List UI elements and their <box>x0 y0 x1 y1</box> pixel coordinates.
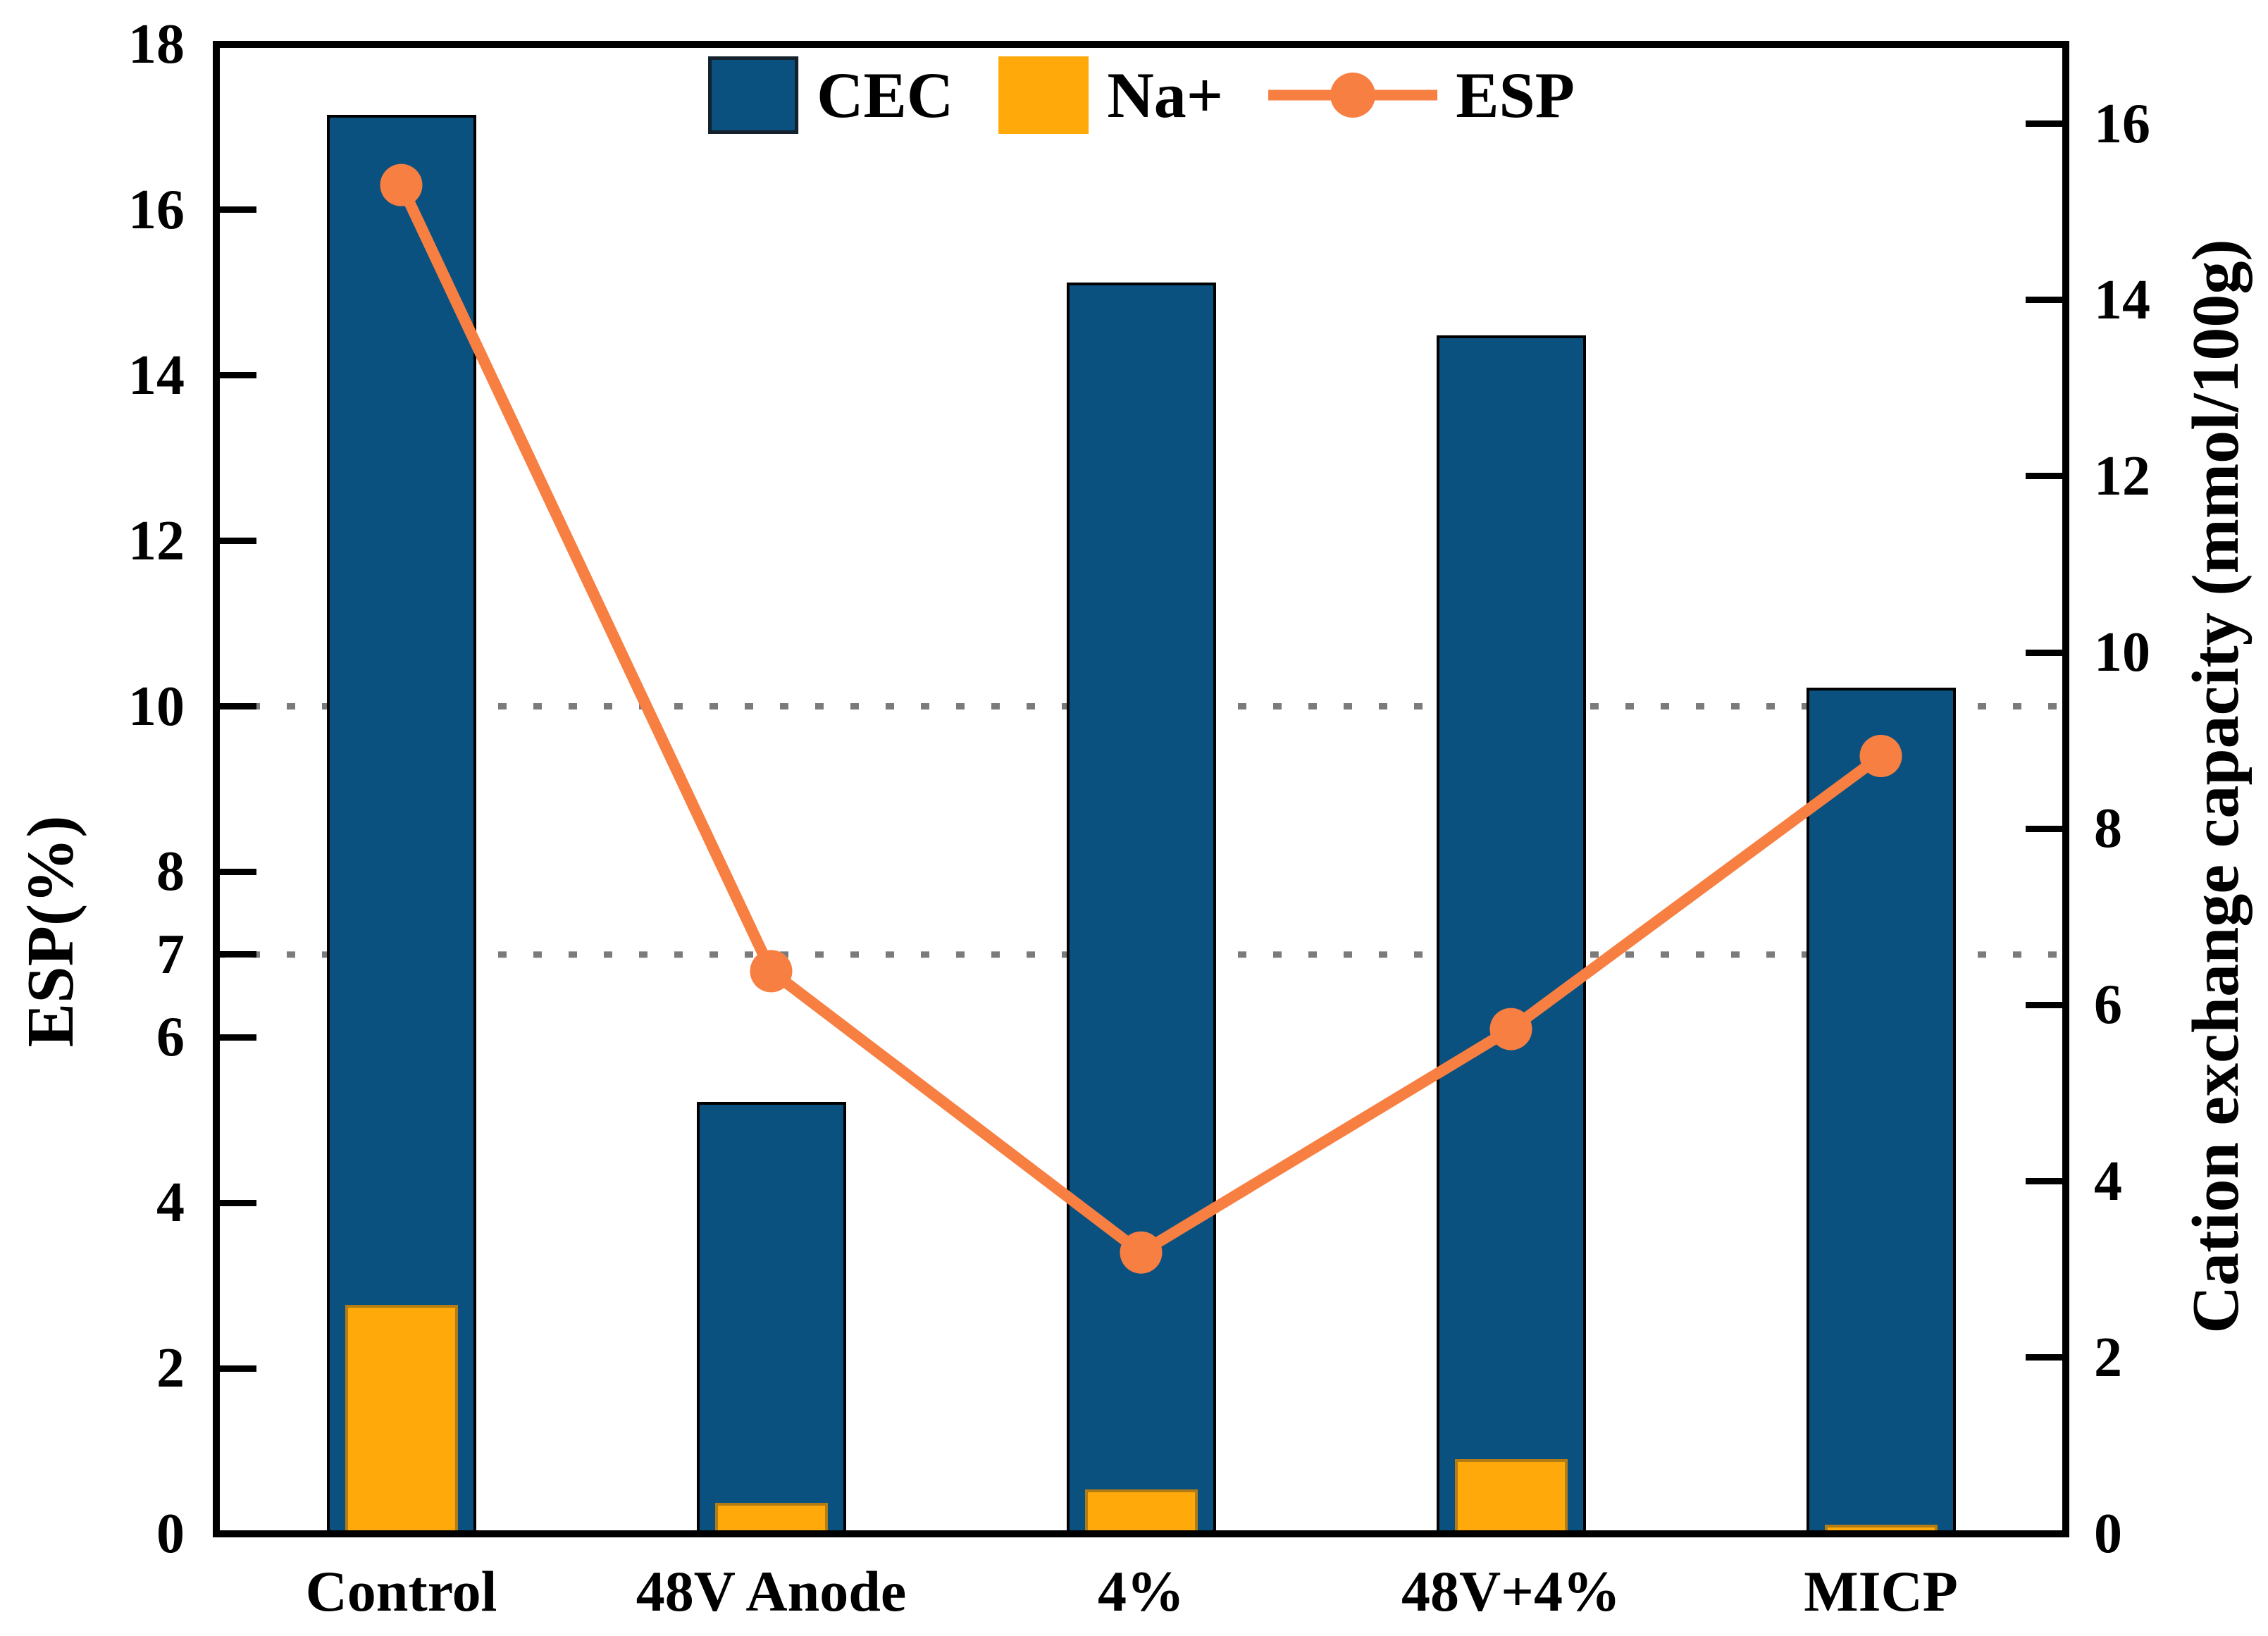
left-tick-10 <box>220 703 256 710</box>
right-tick-16 <box>2026 120 2062 128</box>
x-category-label: 48V Anode <box>636 1559 907 1623</box>
left-tick-8 <box>220 868 256 875</box>
left-tick-12 <box>220 538 256 545</box>
esp-marker-48V Anode <box>750 950 793 993</box>
na-bar-48V+4% <box>1454 1458 1568 1534</box>
esp-marker-48V+4% <box>1489 1008 1532 1051</box>
esp-line-icon <box>1268 56 1438 134</box>
left-tick-label-2: 2 <box>156 1337 185 1400</box>
left-tick-2 <box>220 1365 256 1372</box>
left-tick-label-16: 16 <box>128 178 185 241</box>
left-tick-18 <box>220 41 256 48</box>
esp-marker-4% <box>1120 1231 1163 1274</box>
x-category-label: 48V+4% <box>1401 1559 1621 1623</box>
legend-item-na: Na+ <box>998 56 1223 134</box>
right-tick-6 <box>2026 1001 2062 1008</box>
left-tick-0 <box>220 1530 256 1537</box>
left-tick-label-12: 12 <box>128 509 185 572</box>
left-tick-14 <box>220 372 256 379</box>
right-tick-label-12: 12 <box>2094 445 2150 507</box>
legend-label-na: Na+ <box>1107 59 1224 131</box>
right-tick-2 <box>2026 1354 2062 1361</box>
left-tick-label-4: 4 <box>156 1172 185 1234</box>
right-tick-0 <box>2026 1530 2062 1537</box>
left-tick-label-10: 10 <box>128 675 185 738</box>
esp-marker-Control <box>380 163 423 206</box>
left-tick-7 <box>220 951 256 958</box>
right-tick-label-6: 6 <box>2094 974 2122 1036</box>
cec-bar-MICP <box>1806 688 1956 1534</box>
esp-marker-sample <box>1330 73 1376 118</box>
esp-marker-MICP <box>1859 735 1902 778</box>
esp-line <box>396 182 1885 1260</box>
right-tick-label-8: 8 <box>2094 798 2122 860</box>
legend-label-esp: ESP <box>1456 59 1575 131</box>
right-tick-label-16: 16 <box>2094 92 2150 155</box>
left-tick-label-18: 18 <box>128 13 185 75</box>
right-tick-14 <box>2026 297 2062 304</box>
cec-bar-Control <box>326 115 476 1534</box>
legend: CEC Na+ ESP <box>708 56 1575 134</box>
right-tick-label-10: 10 <box>2094 621 2150 684</box>
x-category-label: Control <box>305 1559 497 1623</box>
right-tick-4 <box>2026 1178 2062 1185</box>
x-category-label: MICP <box>1804 1559 1958 1623</box>
legend-item-esp: ESP <box>1268 56 1575 134</box>
legend-item-cec: CEC <box>708 56 953 134</box>
left-tick-4 <box>220 1199 256 1206</box>
left-tick-label-8: 8 <box>156 841 185 903</box>
legend-label-cec: CEC <box>817 59 954 131</box>
cec-bar-48V Anode <box>696 1102 846 1534</box>
left-tick-label-0: 0 <box>156 1503 185 1565</box>
x-category-label: 4% <box>1098 1559 1184 1623</box>
cec-bar-4% <box>1066 282 1216 1534</box>
right-tick-label-4: 4 <box>2094 1150 2122 1213</box>
right-tick-10 <box>2026 649 2062 656</box>
cec-swatch-icon <box>708 56 799 134</box>
left-tick-label-14: 14 <box>128 344 185 407</box>
right-tick-label-2: 2 <box>2094 1326 2122 1389</box>
right-tick-12 <box>2026 473 2062 480</box>
left-tick-label-7: 7 <box>156 923 185 986</box>
right-tick-8 <box>2026 825 2062 832</box>
right-tick-label-0: 0 <box>2094 1503 2122 1565</box>
na-swatch-icon <box>998 56 1089 134</box>
left-tick-label-6: 6 <box>156 1006 185 1069</box>
cec-bar-48V+4% <box>1436 335 1586 1534</box>
left-tick-6 <box>220 1034 256 1041</box>
right-tick-label-14: 14 <box>2094 268 2150 331</box>
left-tick-16 <box>220 206 256 213</box>
